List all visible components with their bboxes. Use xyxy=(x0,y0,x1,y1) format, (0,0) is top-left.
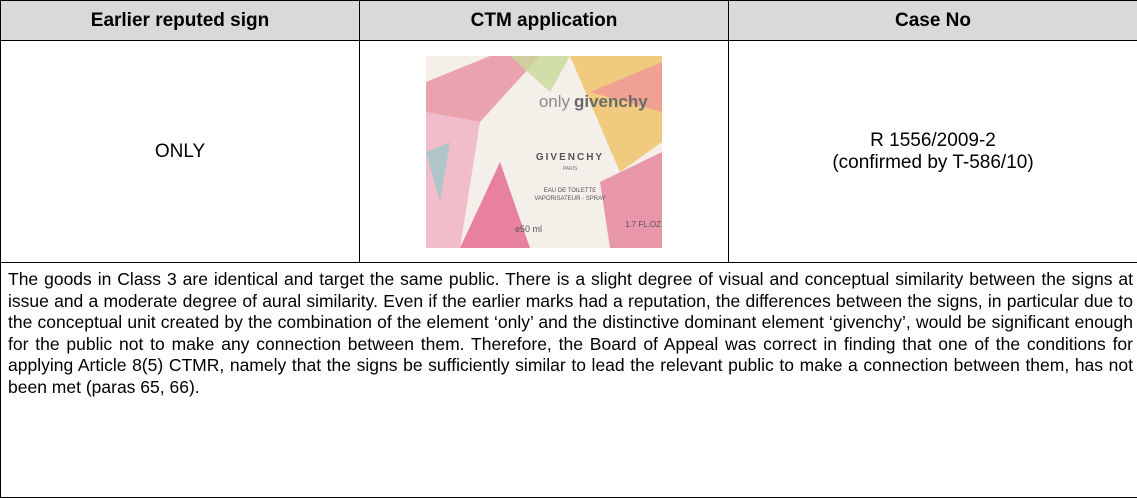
image-text: givenchy xyxy=(574,92,648,111)
image-text: PARIS xyxy=(563,166,578,172)
header-cell: Case No xyxy=(728,0,1137,41)
image-text: VAPORISATEUR - SPRAY xyxy=(534,196,605,202)
summary-text: The goods in Class 3 are identical and t… xyxy=(8,269,1133,397)
header-cell: Earlier reputed sign xyxy=(0,0,360,41)
header-row: Earlier reputed sign CTM application Cas… xyxy=(0,0,1137,41)
summary-cell: The goods in Class 3 are identical and t… xyxy=(0,262,1137,498)
ctm-image: only givenchy GIVENCHY PARIS EAU DE TOIL… xyxy=(426,55,662,248)
image-text: e50 ml xyxy=(515,224,542,234)
case-cell: R 1556/2009-2 (confirmed by T-586/10) xyxy=(728,40,1137,263)
earlier-sign: ONLY xyxy=(0,40,360,263)
case-note: (confirmed by T-586/10) xyxy=(832,151,1034,173)
case-number: R 1556/2009-2 xyxy=(870,129,996,151)
ctm-cell: only givenchy GIVENCHY PARIS EAU DE TOIL… xyxy=(359,40,729,263)
image-text: GIVENCHY xyxy=(536,152,604,163)
image-text: only xyxy=(539,92,571,111)
summary-row: The goods in Class 3 are identical and t… xyxy=(0,262,1137,498)
image-text: EAU DE TOILETTE xyxy=(544,188,596,194)
image-text: 1.7 FL.OZ xyxy=(625,220,661,229)
case-row: ONLY only givenchy GIVENCHY PARIS EAU DE… xyxy=(0,40,1137,263)
header-cell: CTM application xyxy=(359,0,729,41)
